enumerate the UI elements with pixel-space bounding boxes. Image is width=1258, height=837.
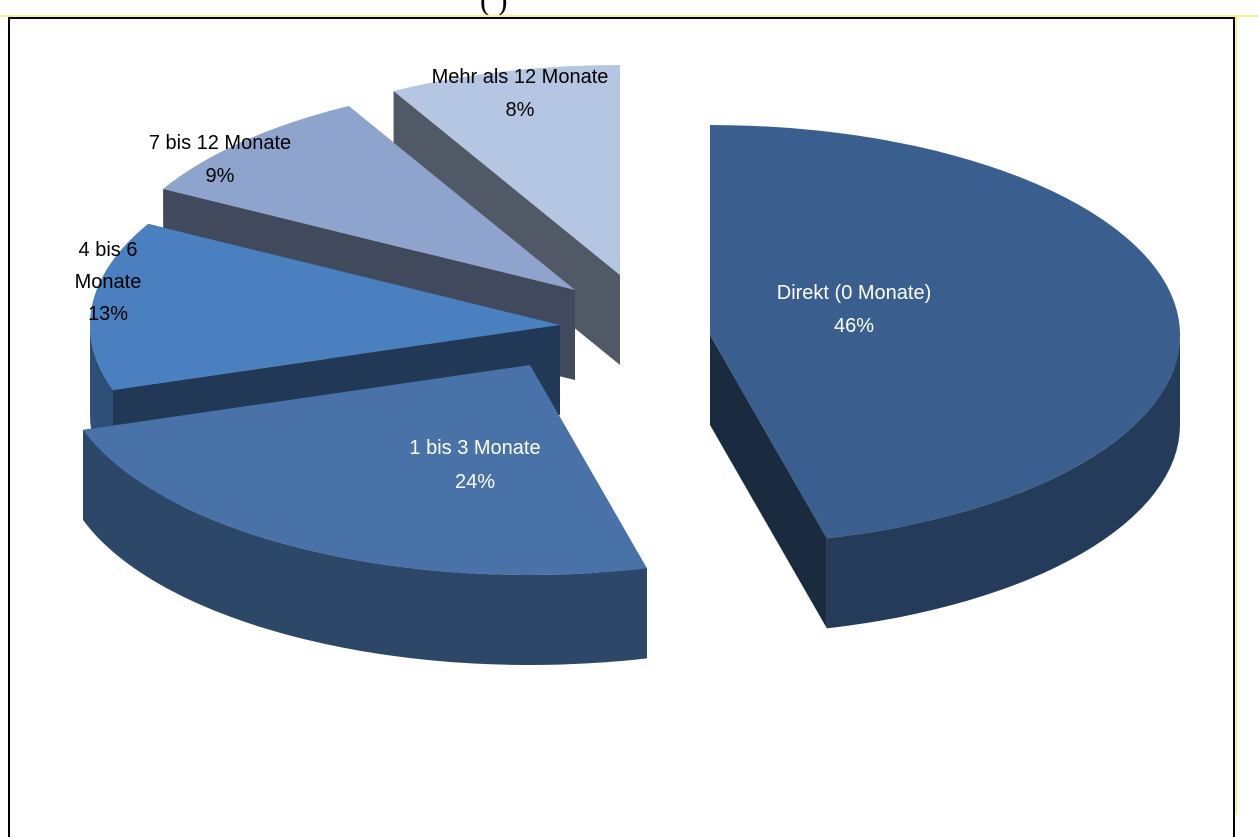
slice-category-label: 7 bis 12 Monate [149,132,291,154]
pie-slice-side [710,335,1180,629]
pie-slice-5 [393,65,620,275]
pie-slice-rim [83,429,647,665]
pie-slice-wall [710,335,827,629]
page-edge-highlight-right [1235,15,1237,815]
slice-value-label: 13% [88,303,128,325]
pie-slice-1 [710,125,1181,539]
slice-value-label: 24% [455,471,495,493]
pie-slice-rim [826,335,1180,629]
pie-slice-2 [83,365,647,576]
pie-tops [83,65,1181,576]
slice-value-label: 9% [206,165,235,187]
pie-slice-3 [90,223,561,390]
page-heading-fragment: ( ) [480,0,508,17]
slice-value-label: 8% [506,99,535,121]
slice-category-label: Mehr als 12 Monate [432,66,609,88]
slice-value-label: 46% [834,315,874,337]
pie-labels: Direkt (0 Monate) 46% 1 bis 3 Monate 24% 4 b… [75,66,932,493]
slice-category-label: Monate [75,271,142,293]
slice-category-label: 1 bis 3 Monate [409,437,540,459]
slice-category-label: Direkt (0 Monate) [777,282,932,304]
page-edge-highlight-top [0,15,1258,17]
slice-category-label: 4 bis 6 [79,239,138,261]
pie-slice-4 [163,105,575,291]
chart-frame [8,17,1235,837]
pie-chart: Direkt (0 Monate) 46% 1 bis 3 Monate 24% 4 b… [75,65,1181,665]
